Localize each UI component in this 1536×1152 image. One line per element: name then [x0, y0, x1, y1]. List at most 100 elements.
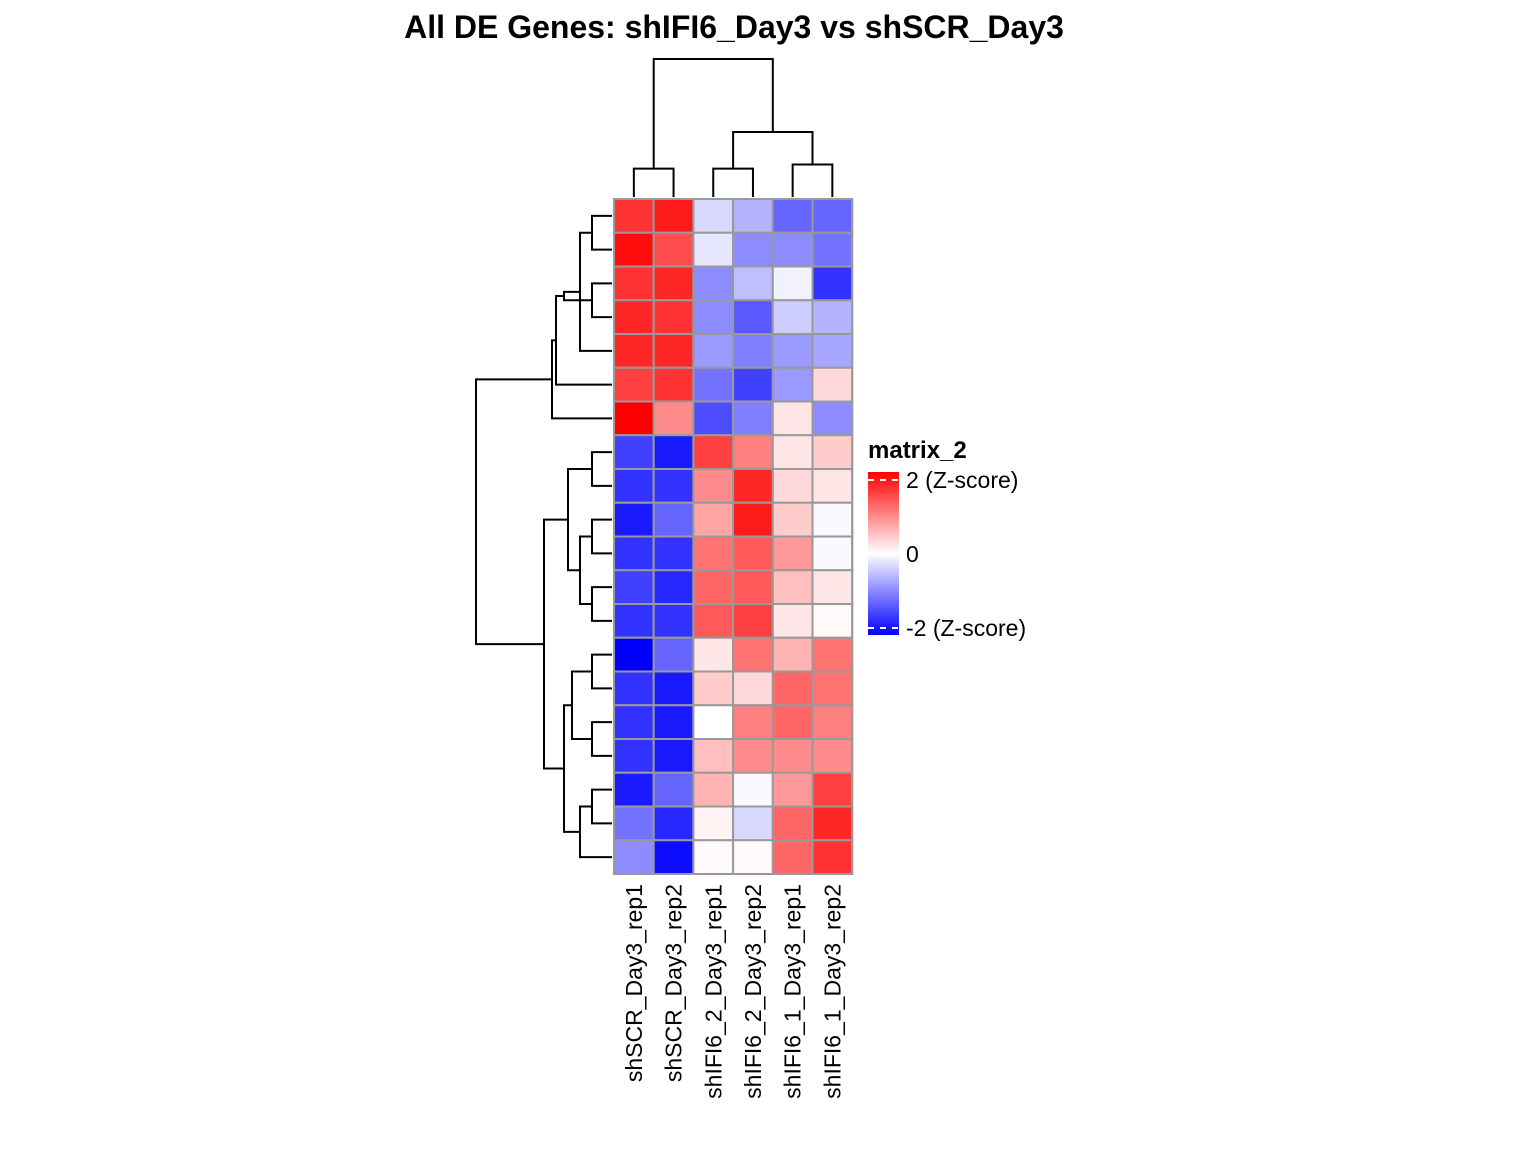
heatmap-cell	[811, 198, 854, 234]
heatmap-cell	[732, 738, 774, 774]
heatmap-cell	[771, 603, 814, 639]
legend-tick-label: 2 (Z-score)	[906, 467, 1018, 493]
heatmap-cell	[811, 704, 854, 740]
heatmap-cell	[652, 198, 695, 234]
heatmap-cell	[652, 771, 695, 808]
heatmap-cell	[771, 333, 814, 369]
heatmap-cell	[652, 839, 695, 875]
dendrogram-branch	[579, 805, 612, 859]
heatmap-cell	[732, 501, 774, 538]
heatmap-cell	[692, 299, 735, 335]
heatmap-cell	[732, 636, 774, 673]
heatmap-cell	[811, 839, 854, 875]
legend-tick-label: 0	[906, 541, 919, 567]
heatmap-cell	[811, 603, 854, 639]
heatmap-cell	[811, 434, 854, 470]
heatmap-cell	[652, 231, 695, 268]
heatmap-cell	[613, 670, 655, 707]
heatmap-cell	[771, 670, 814, 707]
heatmap-cell	[732, 265, 774, 302]
heatmap-cell	[771, 198, 814, 234]
heatmap-cell	[771, 569, 814, 605]
heatmap-cell	[652, 569, 695, 605]
heatmap-cell	[771, 265, 814, 302]
heatmap-cell	[692, 670, 735, 707]
heatmap-cell	[732, 231, 774, 268]
heatmap-cell	[613, 704, 655, 740]
heatmap-cell	[771, 839, 814, 875]
heatmap-cell	[692, 569, 735, 605]
heatmap-cell	[771, 366, 814, 403]
heatmap-cell	[692, 434, 735, 470]
heatmap-cell	[811, 468, 854, 504]
heatmap-cell	[652, 603, 695, 639]
heatmap-cell	[732, 535, 774, 572]
heatmap-cell	[771, 231, 814, 268]
heatmap-cell	[613, 468, 655, 504]
heatmap-cell	[771, 636, 814, 673]
heatmap-cell	[613, 198, 655, 234]
heatmap-cell	[771, 771, 814, 808]
heatmap-cell	[652, 333, 695, 369]
heatmap-cell	[811, 771, 854, 808]
heatmap-cell	[692, 198, 735, 234]
heatmap-cell	[613, 535, 655, 572]
heatmap-cell	[732, 333, 774, 369]
dendrogram-branch	[712, 167, 754, 197]
heatmap-cell	[692, 603, 735, 639]
heatmap-cell	[732, 839, 774, 875]
heatmap-cell	[811, 333, 854, 369]
heatmap-cell	[732, 434, 774, 470]
heatmap-cell	[811, 366, 854, 403]
heatmap-cell	[692, 704, 735, 740]
dendrogram-branch	[732, 131, 814, 169]
heatmap-cell	[613, 434, 655, 470]
heatmap-cell	[811, 670, 854, 707]
heatmap-cell	[652, 636, 695, 673]
heatmap-cell	[652, 738, 695, 774]
heatmap-cell	[613, 299, 655, 335]
heatmap-border	[613, 198, 854, 875]
heatmap-cell	[771, 299, 814, 335]
dendrogram-branch	[571, 670, 592, 740]
dendrogram-branch	[591, 214, 612, 251]
heatmap-cell	[613, 771, 655, 808]
heatmap-cell	[613, 333, 655, 369]
heatmap-cell	[652, 468, 695, 504]
heatmap-cell	[771, 400, 814, 437]
heatmap-cell	[692, 839, 735, 875]
dendrogram-branch	[551, 339, 612, 420]
dendrogram-branch	[579, 535, 592, 605]
heatmap-cell	[771, 738, 814, 774]
heatmap-cell	[692, 333, 735, 369]
heatmap-cell	[771, 434, 814, 470]
dendrogram-branch	[591, 282, 612, 319]
heatmap-cell	[613, 265, 655, 302]
heatmap-cell	[652, 670, 695, 707]
heatmap-cell	[652, 704, 695, 740]
heatmap-cell	[692, 366, 735, 403]
heatmap-cell	[692, 231, 735, 268]
heatmap-cell	[613, 636, 655, 673]
column-label: shSCR_Day3_rep1	[621, 884, 647, 1082]
heatmap-cell	[771, 501, 814, 538]
heatmap-cell	[771, 535, 814, 572]
heatmap-cell	[613, 738, 655, 774]
column-label: shIFI6_2_Day3_rep2	[740, 884, 766, 1099]
dendrogram-branch	[591, 653, 612, 690]
color-legend: matrix_2 2 (Z-score) 0 -2 (Z-score)	[868, 437, 1026, 641]
heatmap-cell	[811, 299, 854, 335]
heatmap-cell	[811, 400, 854, 437]
heatmap-cell	[613, 603, 655, 639]
row-dendrogram	[475, 214, 612, 859]
heatmap-cell	[652, 366, 695, 403]
heatmap-cell	[811, 636, 854, 673]
heatmap-cell	[613, 805, 655, 842]
heatmap-cell	[811, 535, 854, 572]
dendrogram-branch	[475, 378, 552, 646]
heatmap-cell	[652, 434, 695, 470]
heatmap-cell	[613, 231, 655, 268]
column-labels: shSCR_Day3_rep1 shSCR_Day3_rep2 shIFI6_2_D…	[621, 884, 846, 1099]
heatmap-cell	[732, 603, 774, 639]
heatmap-cell	[652, 501, 695, 538]
